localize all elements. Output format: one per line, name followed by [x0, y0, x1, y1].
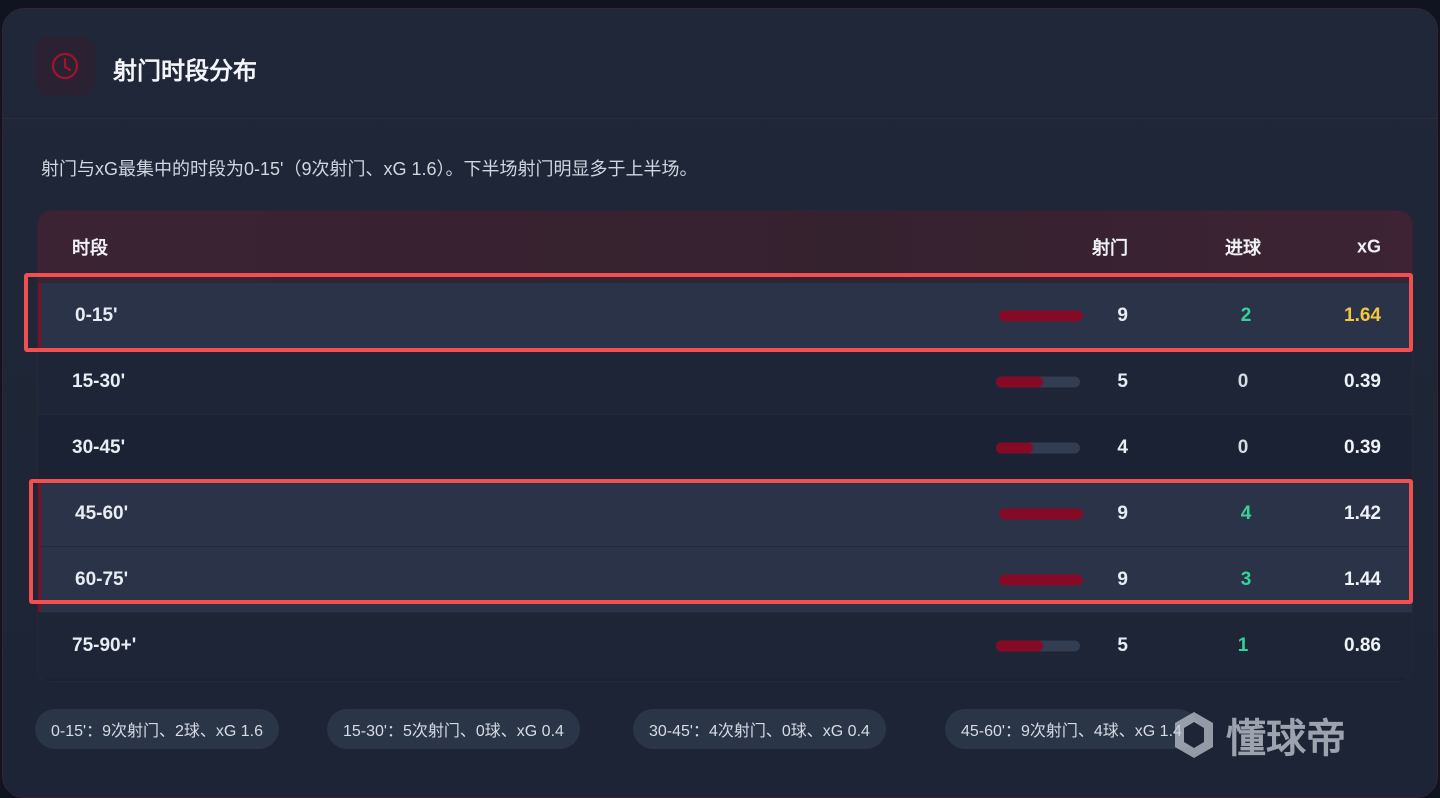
clock-icon [35, 36, 95, 96]
period-chip: 0-15'：9次射门、2球、xG 1.6 [35, 709, 280, 749]
period-cell: 60-75' [75, 568, 129, 590]
shots-bar [996, 442, 1080, 453]
period-cell: 0-15' [75, 304, 118, 326]
xg-cell: 0.39 [1344, 370, 1381, 392]
goals-cell: 2 [1240, 304, 1252, 326]
period-chip: 15-30'：5次射门、0球、xG 0.4 [327, 709, 580, 749]
goals-cell: 0 [1237, 436, 1249, 458]
table-header: 时段 射门 进球 xG [38, 211, 1412, 282]
table-row: 0-15' 9 2 1.64 [38, 282, 1412, 348]
shots-bar [999, 574, 1083, 585]
watermark-logo: 懂球帝 [1172, 706, 1346, 764]
goals-cell: 0 [1237, 370, 1249, 392]
annotation-box [24, 273, 1413, 352]
xg-cell: 0.39 [1344, 436, 1381, 458]
shot-timing-card: 射门时段分布 射门与xG最集中的时段为0-15'（9次射门、xG 1.6）。下半… [2, 8, 1438, 798]
period-cell: 75-90+' [72, 634, 137, 656]
shots-bar-fill [999, 574, 1083, 585]
shots-bar-fill [999, 508, 1083, 519]
xg-cell: 1.44 [1344, 568, 1381, 590]
shots-bar [996, 376, 1080, 387]
shots-bar-fill [999, 310, 1083, 321]
card-header: 射门时段分布 [3, 9, 1437, 119]
shots-bar-fill [996, 376, 1043, 387]
period-cell: 30-45' [72, 436, 126, 458]
col-period: 时段 [72, 237, 108, 258]
watermark-text: 懂球帝 [1226, 717, 1346, 761]
shots-cell: 9 [1117, 502, 1128, 524]
shots-bar [999, 508, 1083, 519]
period-cell: 45-60' [75, 502, 129, 524]
summary-text: 射门与xG最集中的时段为0-15'（9次射门、xG 1.6）。下半场射门明显多于… [41, 159, 698, 179]
goals-cell: 1 [1237, 634, 1249, 656]
shots-cell: 5 [1117, 370, 1128, 392]
shots-cell: 5 [1117, 634, 1128, 656]
col-goals: 进球 [1225, 237, 1261, 258]
period-cell: 15-30' [72, 370, 126, 392]
shots-bar-fill [996, 442, 1034, 453]
goals-cell: 4 [1240, 502, 1252, 524]
annotation-box [29, 479, 1413, 604]
xg-cell: 1.64 [1344, 304, 1381, 326]
period-chip: 30-45'：4次射门、0球、xG 0.4 [633, 709, 886, 749]
table-row: 30-45' 4 0 0.39 [38, 414, 1412, 480]
xg-cell: 1.42 [1344, 502, 1381, 524]
table-row: 75-90+' 5 1 0.86 [38, 612, 1412, 678]
col-shots: 射门 [1092, 237, 1128, 258]
goals-cell: 3 [1240, 568, 1252, 590]
shots-cell: 9 [1117, 568, 1128, 590]
shots-bar [996, 640, 1080, 651]
table-row: 15-30' 5 0 0.39 [38, 348, 1412, 414]
shots-bar [999, 310, 1083, 321]
table-row: 45-60' 9 4 1.42 [38, 480, 1412, 546]
shots-cell: 4 [1117, 436, 1128, 458]
xg-cell: 0.86 [1344, 634, 1381, 656]
card-title: 射门时段分布 [113, 58, 257, 85]
shots-cell: 9 [1117, 304, 1128, 326]
period-chip: 45-60'：9次射门、4球、xG 1.4 [945, 709, 1198, 749]
col-xg: xG [1356, 236, 1381, 256]
shots-bar-fill [996, 640, 1043, 651]
